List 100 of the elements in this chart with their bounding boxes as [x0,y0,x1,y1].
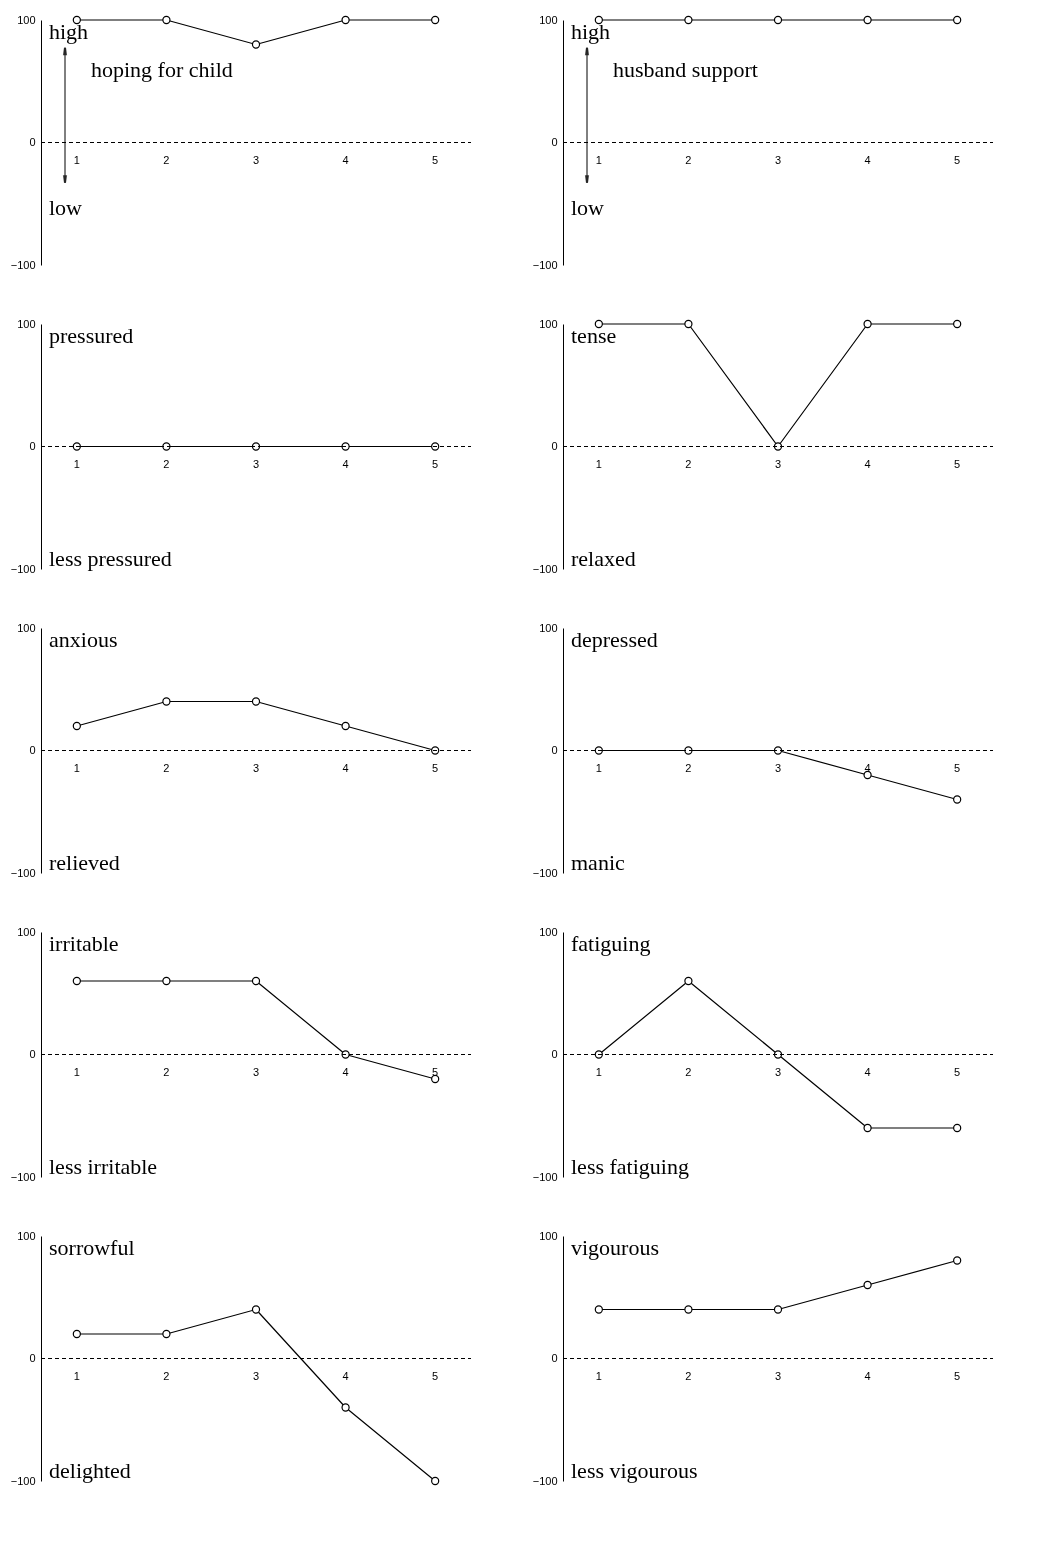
y-tick-label: 100 [539,317,558,330]
x-tick-label: 3 [774,1065,782,1078]
point [72,1329,81,1339]
y-tick-label: −100 [532,258,558,271]
y-tick-label: 100 [539,13,558,26]
y-tick-label: −100 [10,1474,36,1487]
annotation: depressed [571,627,658,652]
x-tick-label: 3 [252,1065,260,1078]
x-tick-label: 3 [774,457,782,470]
point [953,1123,962,1133]
point [251,697,261,706]
y-tick-label: 0 [29,1048,36,1060]
y-tick-label: 0 [29,744,36,756]
x-tick-label: 4 [864,1065,871,1078]
x-tick-label: 1 [73,1065,80,1078]
point [251,1305,261,1314]
x-tick-label: 1 [595,153,602,166]
x-tick-label: 5 [954,1369,961,1382]
annotation: fatiguing [571,931,651,956]
point [251,976,261,986]
annotation: high [49,19,89,44]
y-tick-label: 100 [17,1229,36,1242]
annotation: manic [571,850,625,875]
x-tick-label: 4 [864,153,871,166]
point [162,976,171,986]
y-tick-label: 0 [29,1352,36,1364]
y-tick-label: 0 [551,440,558,452]
point [863,1280,872,1290]
annotation: relaxed [571,546,636,571]
x-tick-label: 4 [342,457,349,470]
annotation: high [571,19,611,44]
annotation: low [571,194,605,220]
x-tick-label: 2 [685,761,692,774]
x-tick-label: 3 [252,761,260,774]
y-tick-label: −100 [10,1170,36,1183]
y-tick-label: 100 [17,13,36,26]
x-tick-label: 2 [163,1369,170,1382]
annotation: anxious [49,627,118,652]
x-tick-label: 3 [774,1369,782,1382]
x-tick-label: 3 [774,761,782,774]
annotation: delighted [49,1458,131,1483]
x-tick-label: 1 [73,457,80,470]
x-tick-label: 5 [954,457,961,470]
point [72,721,81,731]
x-tick-label: 2 [163,457,170,470]
x-tick-label: 3 [252,153,260,166]
x-tick-label: 4 [342,761,349,774]
x-tick-label: 1 [595,457,602,470]
x-tick-label: 4 [864,1369,871,1382]
point [773,1305,783,1314]
point [594,1305,603,1314]
annotation: relieved [49,850,120,875]
point [953,1256,962,1265]
annotation: hoping for child [91,57,233,82]
x-tick-label: 1 [73,153,80,166]
x-tick-label: 1 [73,1369,80,1382]
x-tick-label: 1 [595,761,602,774]
annotation: less vigourous [571,1458,698,1483]
x-tick-label: 1 [73,761,80,774]
y-tick-label: 100 [539,925,558,938]
x-tick-label: 5 [432,1369,439,1382]
point [684,976,693,986]
annotation: less fatiguing [571,1154,689,1179]
x-tick-label: 5 [432,153,439,166]
x-tick-label: 2 [685,153,692,166]
y-tick-label: −100 [532,562,558,575]
point [341,1403,350,1412]
x-tick-label: 2 [685,457,692,470]
y-tick-label: −100 [532,866,558,879]
x-tick-label: 3 [774,153,782,166]
annotation: irritable [49,931,119,956]
x-tick-label: 2 [163,1065,170,1078]
y-tick-label: 0 [29,440,36,452]
x-tick-label: 3 [252,457,260,470]
annotation: pressured [49,323,134,348]
x-tick-label: 5 [432,457,439,470]
x-tick-label: 2 [163,153,170,166]
y-tick-label: −100 [10,562,36,575]
x-tick-label: 5 [954,761,961,774]
x-tick-label: 4 [342,1065,349,1078]
point [162,1329,171,1339]
x-tick-label: 4 [864,457,871,470]
point [684,1305,693,1314]
y-tick-label: 0 [551,1352,558,1364]
point [863,1123,872,1133]
annotation: less pressured [49,546,172,571]
x-tick-label: 4 [342,153,349,166]
annotation: tense [571,323,617,348]
x-tick-label: 5 [432,761,439,774]
x-tick-label: 5 [954,153,961,166]
x-tick-label: 2 [685,1065,692,1078]
annotation: husband support [613,57,758,82]
point [431,1476,440,1486]
y-tick-label: −100 [532,1474,558,1487]
annotation: less irritable [49,1154,158,1179]
y-tick-label: 0 [29,136,36,148]
y-tick-label: 100 [17,317,36,330]
x-tick-label: 3 [252,1369,260,1382]
annotation: sorrowful [49,1235,135,1260]
point [162,697,171,706]
